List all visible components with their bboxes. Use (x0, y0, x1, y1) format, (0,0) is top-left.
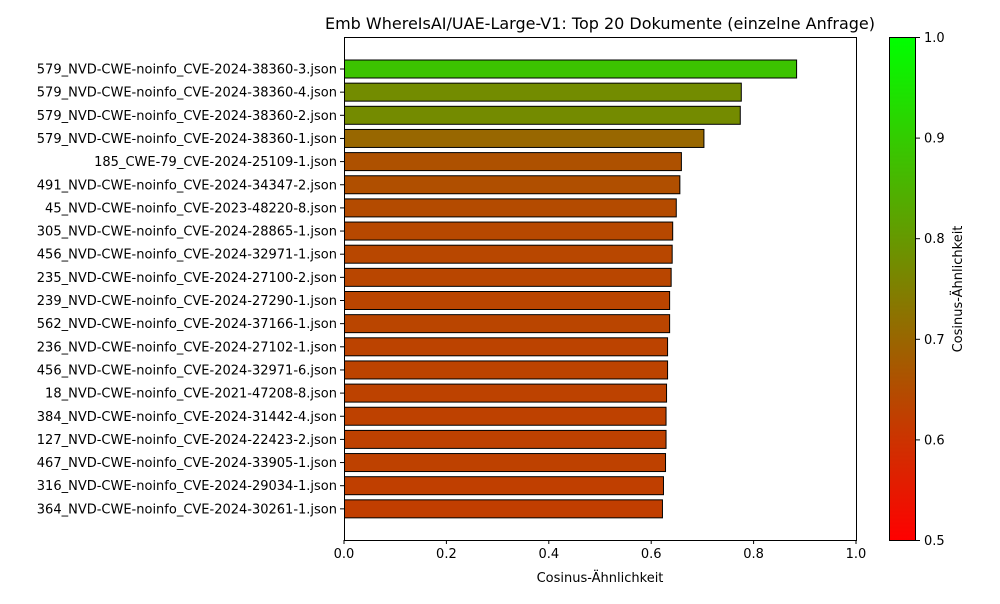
bars-group (344, 59, 798, 519)
bar (344, 267, 672, 287)
bar (344, 406, 667, 426)
y-tick-label: 467_NVD-CWE-noinfo_CVE-2024-33905-1.json (37, 456, 337, 471)
plot-area-frame (344, 37, 857, 541)
bar (344, 360, 669, 380)
bar (344, 128, 705, 148)
colorbar-ticks: 0.5 0.6 0.7 0.8 0.9 1.0 (916, 31, 945, 549)
y-tick-labels: 579_NVD-CWE-noinfo_CVE-2024-38360-3.json… (37, 63, 344, 517)
bar (344, 476, 664, 496)
y-tick-label: 579_NVD-CWE-noinfo_CVE-2024-38360-4.json (37, 86, 337, 101)
y-tick-label: 236_NVD-CWE-noinfo_CVE-2024-27102-1.json (37, 340, 337, 355)
x-tick-label: 0.6 (641, 547, 662, 562)
chart-title: Emb WhereIsAI/UAE-Large-V1: Top 20 Dokum… (325, 14, 875, 33)
bar (344, 105, 741, 125)
y-tick-label: 235_NVD-CWE-noinfo_CVE-2024-27100-2.json (37, 271, 337, 286)
y-tick-label: 18_NVD-CWE-noinfo_CVE-2021-47208-8.json (45, 387, 337, 402)
bar (344, 175, 681, 195)
bar (344, 198, 677, 218)
bar (344, 314, 671, 334)
y-tick-label: 305_NVD-CWE-noinfo_CVE-2024-28865-1.json (37, 225, 337, 240)
bar (344, 499, 663, 519)
x-tick-label: 0.2 (436, 547, 457, 562)
bar (344, 59, 798, 79)
bar (344, 221, 674, 241)
bar (344, 453, 667, 473)
colorbar-tick-label: 0.7 (924, 333, 945, 348)
bar (344, 383, 668, 403)
x-tick-label: 1.0 (846, 547, 867, 562)
bar (344, 337, 669, 357)
colorbar (889, 37, 916, 541)
bar (344, 291, 671, 310)
bar (344, 244, 673, 264)
y-tick-label: 316_NVD-CWE-noinfo_CVE-2024-29034-1.json (37, 479, 337, 494)
y-tick-label: 185_CWE-79_CVE-2024-25109-1.json (94, 155, 337, 170)
x-tick-label: 0.8 (743, 547, 764, 562)
x-tick-label: 0.0 (334, 547, 355, 562)
colorbar-tick-label: 0.5 (924, 534, 945, 549)
x-tick-label: 0.4 (538, 547, 559, 562)
colorbar-label: Cosinus-Ähnlichkeit (950, 226, 966, 353)
y-tick-label: 364_NVD-CWE-noinfo_CVE-2024-30261-1.json (37, 502, 337, 517)
colorbar-tick-label: 0.6 (924, 433, 945, 448)
y-tick-label: 562_NVD-CWE-noinfo_CVE-2024-37166-1.json (37, 317, 337, 332)
bar (344, 82, 742, 102)
y-tick-label: 45_NVD-CWE-noinfo_CVE-2023-48220-8.json (45, 201, 337, 216)
y-tick-label: 384_NVD-CWE-noinfo_CVE-2024-31442-4.json (37, 410, 337, 425)
colorbar-tick-label: 0.9 (924, 132, 945, 147)
bar (344, 152, 682, 172)
bar (344, 429, 667, 449)
x-axis-ticks: 0.0 0.2 0.4 0.6 0.8 1.0 (334, 540, 867, 562)
x-axis-label: Cosinus-Ähnlichkeit (537, 570, 664, 586)
y-tick-label: 491_NVD-CWE-noinfo_CVE-2024-34347-2.json (37, 178, 337, 193)
y-tick-label: 456_NVD-CWE-noinfo_CVE-2024-32971-6.json (37, 363, 337, 378)
colorbar-tick-label: 0.8 (924, 232, 945, 247)
colorbar-tick-label: 1.0 (924, 31, 945, 46)
y-tick-label: 127_NVD-CWE-noinfo_CVE-2024-22423-2.json (37, 433, 337, 448)
y-tick-label: 579_NVD-CWE-noinfo_CVE-2024-38360-1.json (37, 132, 337, 147)
y-tick-label: 579_NVD-CWE-noinfo_CVE-2024-38360-3.json (37, 63, 337, 78)
y-tick-label: 579_NVD-CWE-noinfo_CVE-2024-38360-2.json (37, 109, 337, 124)
y-tick-label: 456_NVD-CWE-noinfo_CVE-2024-32971-1.json (37, 248, 337, 263)
y-tick-label: 239_NVD-CWE-noinfo_CVE-2024-27290-1.json (37, 294, 337, 309)
